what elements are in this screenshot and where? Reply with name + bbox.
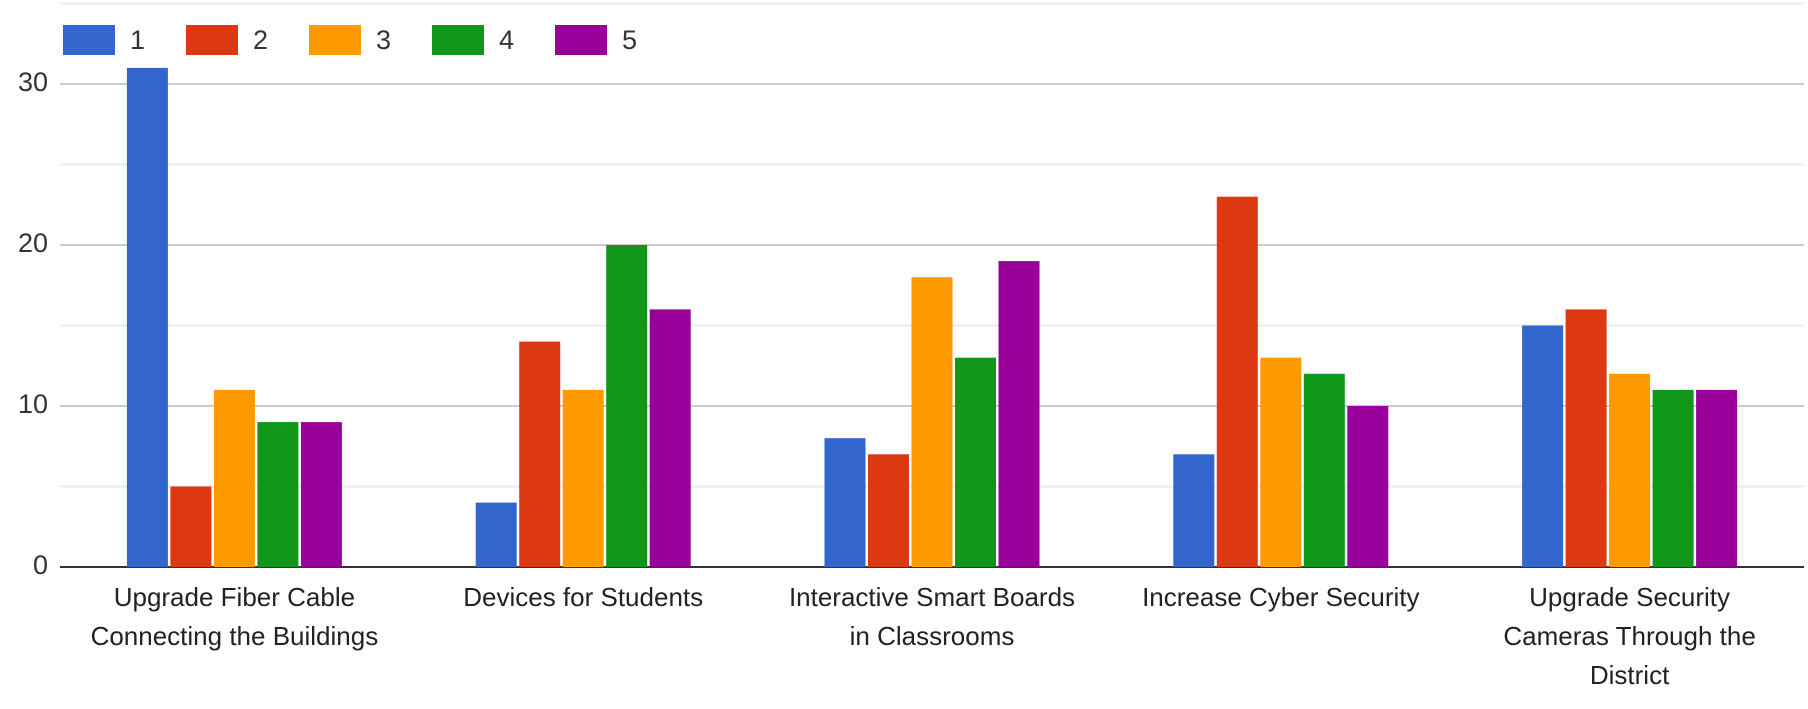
legend-label: 5 — [622, 25, 637, 55]
legend-label: 4 — [499, 25, 514, 55]
bar — [911, 277, 953, 567]
y-tick-label: 30 — [18, 67, 48, 97]
x-tick-label: Increase Cyber Security — [1142, 582, 1420, 612]
bar — [955, 357, 996, 567]
bar — [1303, 373, 1345, 567]
bar — [868, 454, 909, 567]
bar — [1696, 389, 1738, 567]
y-tick-label: 0 — [33, 550, 48, 580]
legend-swatch — [309, 25, 361, 55]
bar — [1173, 454, 1215, 567]
bar — [562, 389, 604, 567]
legend-label: 3 — [376, 25, 391, 55]
bar — [257, 422, 299, 567]
bar — [1260, 357, 1302, 567]
y-tick-label: 20 — [18, 228, 48, 258]
bar — [170, 486, 212, 567]
bar — [126, 67, 168, 568]
x-tick-label: Upgrade Fiber Cable Connecting the Build… — [90, 582, 379, 651]
x-tick-label: Interactive Smart Boards in Classrooms — [788, 582, 1076, 651]
bar — [1216, 196, 1258, 567]
bar — [1652, 389, 1694, 567]
legend-swatch — [432, 25, 484, 55]
bar — [649, 309, 691, 567]
legend-label: 2 — [253, 25, 268, 55]
bar — [213, 389, 255, 567]
legend-label: 1 — [130, 25, 145, 55]
bar — [1347, 406, 1389, 567]
x-tick-label: Devices for Students — [463, 582, 704, 612]
bar — [606, 245, 648, 567]
bar — [475, 502, 517, 567]
bar — [824, 438, 866, 567]
bar — [1522, 325, 1564, 567]
legend-swatch — [555, 25, 607, 55]
bar — [300, 422, 342, 567]
bar — [1609, 373, 1651, 567]
y-tick-label: 10 — [18, 389, 48, 419]
bar — [998, 261, 1040, 567]
bar — [519, 341, 561, 567]
legend-swatch — [63, 25, 115, 55]
legend-swatch — [186, 25, 238, 55]
x-tick-label: Upgrade Security Cameras Through the Dis… — [1503, 582, 1756, 690]
bar — [1565, 309, 1607, 567]
